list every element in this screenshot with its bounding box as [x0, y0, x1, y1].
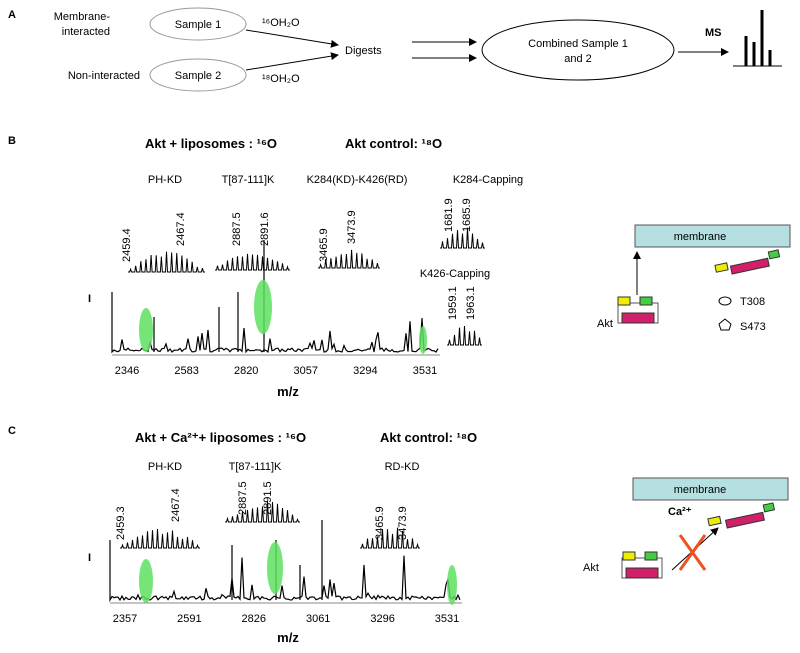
x-tick-label: 3057 [294, 365, 318, 377]
akt-icon [714, 249, 781, 275]
condition-title: Akt control: ¹⁸O [345, 136, 442, 151]
condition-title: Akt + Ca²⁺+ liposomes : ¹⁶O [135, 430, 306, 445]
condition: interacted [62, 26, 110, 38]
peak-mass: 2459.3 [115, 506, 127, 540]
peptide-label: T[87-111]K [229, 461, 282, 473]
isotope-cluster [225, 500, 300, 523]
peak-mass: 2467.4 [175, 212, 187, 246]
x-tick-label: 3296 [370, 613, 394, 625]
peptide-label: PH-KD [148, 461, 182, 473]
highlight [139, 308, 153, 352]
combined-label: Combined Sample 1 [528, 38, 628, 50]
x-tick-label: 3531 [435, 613, 459, 625]
peak-mass: 2467.4 [170, 488, 182, 522]
condition: Non-interacted [68, 70, 140, 82]
t308-symbol [718, 296, 732, 306]
sample-name: Sample 2 [175, 70, 221, 82]
peptide-label: K284(KD)-K426(RD) [307, 174, 408, 186]
ms-icon [733, 10, 782, 67]
peak-mass: 2459.4 [121, 228, 133, 262]
x-tick-label: 3294 [353, 365, 377, 377]
water-label: ¹⁶OH₂O [262, 17, 300, 29]
akt-icon [707, 502, 776, 529]
combined-label: and 2 [564, 53, 592, 65]
membrane-label: membrane [674, 484, 727, 496]
membrane [634, 224, 791, 248]
highlight [267, 542, 283, 594]
sample-node [149, 58, 247, 92]
arrow [245, 52, 339, 71]
x-tick-label: 2583 [174, 365, 198, 377]
y-label: I [88, 293, 91, 305]
protein-label: Akt [597, 318, 613, 330]
legend-label: S473 [740, 321, 766, 333]
highlight [419, 326, 427, 354]
akt-icon [621, 551, 663, 579]
highlight [447, 565, 457, 605]
peptide-label: T[87-111]K [222, 174, 275, 186]
step-label: Digests [345, 45, 382, 57]
highlight [139, 559, 153, 603]
condition: Membrane- [54, 11, 111, 23]
x-label: m/z [277, 630, 299, 645]
akt-icon [617, 296, 659, 324]
combined-node [481, 19, 675, 81]
panel-label: A [8, 9, 16, 21]
ms-label: MS [705, 27, 722, 39]
panel-a: A Membrane- interacted Non-interacted Sa… [8, 7, 782, 92]
isotope-cluster [120, 529, 200, 549]
peak-mass: 3465.9 [318, 228, 330, 262]
x-tick-label: 3061 [306, 613, 330, 625]
membrane-label: membrane [674, 231, 727, 243]
peak-mass: 1681.9 [443, 198, 455, 232]
arrow [245, 29, 339, 48]
sample-name: Sample 1 [175, 19, 221, 31]
protein-label: Akt [583, 562, 599, 574]
y-label: I [88, 552, 91, 564]
s473-symbol [718, 318, 732, 331]
legend-label: T308 [740, 296, 765, 308]
peak-mass: 1963.1 [465, 286, 477, 320]
x-tick-label: 2346 [115, 365, 139, 377]
ion-label: Ca²⁺ [668, 506, 692, 518]
peak-mass: 1685.9 [461, 198, 473, 232]
isotope-cluster [440, 227, 485, 249]
water-label: ¹⁸OH₂O [262, 73, 300, 85]
x-label: m/z [277, 384, 299, 399]
peak-mass: 2887.5 [237, 481, 249, 515]
membrane [632, 477, 789, 501]
peak-mass: 2887.5 [231, 212, 243, 246]
isotope-cluster [215, 253, 290, 271]
sample-node [149, 7, 247, 41]
peak-mass: 2891.5 [262, 481, 274, 515]
peptide-label: PH-KD [148, 174, 182, 186]
peak-mass: 3473.9 [346, 210, 358, 244]
peak-mass: 3473.9 [397, 506, 409, 540]
highlight [254, 280, 272, 334]
peptide-label: K284-Capping [453, 174, 523, 186]
isotope-cluster [447, 326, 482, 346]
isotope-cluster [128, 251, 205, 273]
isotope-cluster [360, 527, 420, 549]
peptide-label: K426-Capping [420, 268, 490, 280]
x-tick-label: 3531 [413, 365, 437, 377]
x-tick-label: 2820 [234, 365, 258, 377]
panel-label: C [8, 425, 16, 437]
x-tick-label: 2591 [177, 613, 201, 625]
peak-mass: 3465.9 [374, 506, 386, 540]
block-cross [678, 534, 707, 571]
peptide-label: RD-KD [385, 461, 420, 473]
x-tick-label: 2826 [242, 613, 266, 625]
panel-label: B [8, 135, 16, 147]
peak-mass: 1959.1 [447, 286, 459, 320]
condition-title: Akt control: ¹⁸O [380, 430, 477, 445]
peak-mass: 2891.6 [259, 212, 271, 246]
x-tick-label: 2357 [113, 613, 137, 625]
isotope-cluster [318, 249, 380, 269]
condition-title: Akt + liposomes : ¹⁶O [145, 136, 277, 151]
